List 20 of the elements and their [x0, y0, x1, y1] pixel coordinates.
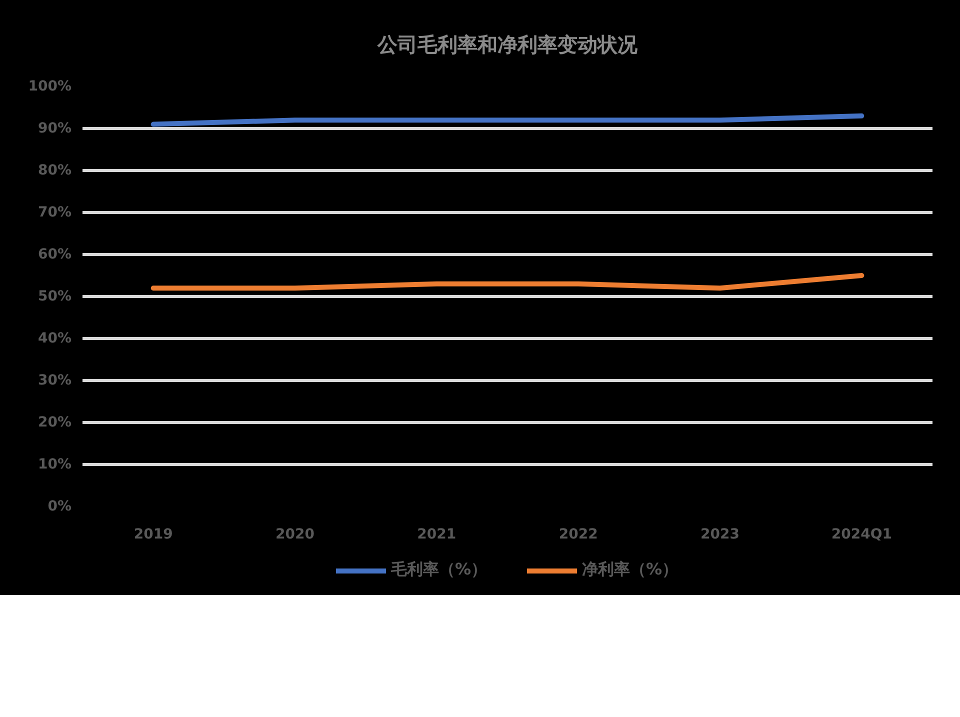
chart-title: 公司毛利率和净利率变动状况 [376, 32, 638, 56]
y-tick-label: 0% [48, 498, 72, 514]
x-tick-label: 2022 [558, 526, 598, 542]
x-tick-label: 2024Q1 [831, 526, 892, 542]
y-tick-label: 80% [38, 162, 72, 178]
legend-label: 净利率（%） [582, 560, 678, 580]
x-tick-label: 2021 [417, 526, 456, 542]
x-tick-label: 2019 [134, 526, 173, 542]
y-tick-label: 100% [28, 78, 72, 94]
y-tick-label: 40% [38, 330, 72, 346]
y-tick-label: 10% [38, 456, 72, 472]
y-tick-label: 70% [38, 204, 72, 220]
y-tick-label: 30% [38, 372, 72, 388]
y-tick-label: 20% [38, 414, 72, 430]
x-tick-label: 2023 [700, 526, 740, 542]
y-tick-label: 90% [38, 120, 72, 136]
y-tick-label: 50% [38, 288, 72, 304]
x-tick-label: 2020 [276, 526, 315, 542]
legend-label: 毛利率（%） [390, 560, 487, 580]
y-tick-label: 60% [38, 246, 72, 262]
